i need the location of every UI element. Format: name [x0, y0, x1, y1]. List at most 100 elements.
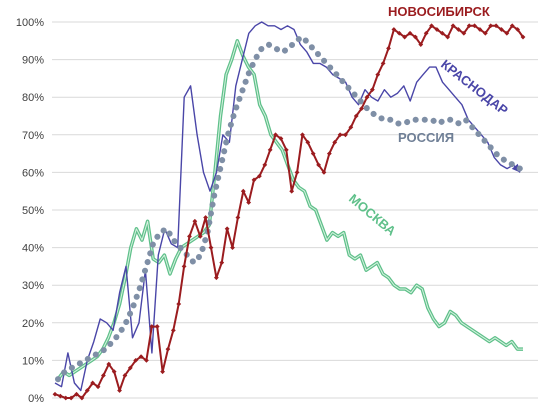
- y-tick-label: 70%: [22, 130, 44, 142]
- data-point-novosibirsk: [294, 170, 300, 175]
- data-point-novosibirsk: [101, 373, 106, 378]
- data-point-novosibirsk: [213, 275, 219, 281]
- data-point-novosibirsk: [305, 139, 311, 145]
- y-tick-label: 0%: [28, 393, 44, 405]
- data-point-novosibirsk: [149, 324, 155, 329]
- data-point-novosibirsk: [74, 391, 79, 397]
- data-point-novosibirsk: [472, 23, 477, 29]
- data-point-novosibirsk: [310, 151, 316, 156]
- data-point-novosibirsk: [197, 233, 203, 239]
- data-point-novosibirsk: [262, 162, 268, 168]
- data-point-novosibirsk: [122, 373, 128, 378]
- data-point-novosibirsk: [90, 380, 96, 386]
- data-point-novosibirsk: [278, 136, 284, 141]
- data-point-novosibirsk: [482, 30, 488, 36]
- y-tick-label: 90%: [22, 55, 44, 67]
- series-line-moskva-highlight: [57, 40, 523, 380]
- data-point-novosibirsk: [418, 42, 424, 47]
- data-point-novosibirsk: [57, 393, 63, 399]
- data-point-novosibirsk: [160, 369, 165, 375]
- data-point-novosibirsk: [106, 361, 112, 367]
- data-point-novosibirsk: [283, 147, 289, 153]
- data-point-novosibirsk: [176, 301, 182, 307]
- series-label-russia: РОССИЯ: [398, 130, 454, 145]
- y-tick-label: 20%: [22, 318, 44, 330]
- data-point-novosibirsk: [369, 87, 375, 93]
- data-point-novosibirsk: [117, 388, 122, 393]
- data-point-novosibirsk: [375, 72, 381, 78]
- data-point-novosibirsk: [396, 30, 402, 36]
- series-line-krasnodar: [54, 21, 521, 392]
- data-point-novosibirsk: [138, 354, 144, 360]
- data-point-novosibirsk: [165, 346, 171, 352]
- data-point-novosibirsk: [289, 188, 295, 194]
- data-point-novosibirsk: [208, 245, 214, 250]
- data-point-novosibirsk: [380, 60, 386, 66]
- data-point-novosibirsk: [493, 23, 499, 29]
- series-label-moskva: МОСКВА: [346, 191, 399, 239]
- data-point-novosibirsk: [429, 23, 434, 29]
- y-tick-label: 50%: [22, 205, 44, 217]
- data-point-novosibirsk: [267, 147, 273, 153]
- data-point-novosibirsk: [515, 27, 521, 32]
- series-line-novosibirsk: [54, 24, 524, 399]
- data-point-novosibirsk: [235, 215, 241, 220]
- data-point-novosibirsk: [144, 358, 149, 363]
- data-point-novosibirsk: [52, 391, 58, 397]
- data-point-novosibirsk: [386, 45, 391, 51]
- data-point-novosibirsk: [445, 34, 451, 40]
- data-point-novosibirsk: [95, 384, 101, 390]
- data-point-novosibirsk: [79, 395, 85, 401]
- y-tick-label: 40%: [22, 243, 44, 255]
- data-point-novosibirsk: [337, 132, 343, 138]
- data-point-novosibirsk: [68, 395, 74, 401]
- data-point-novosibirsk: [133, 358, 139, 363]
- data-point-novosibirsk: [499, 27, 504, 32]
- data-point-novosibirsk: [391, 27, 397, 32]
- series-russia: [55, 33, 523, 383]
- series-novosibirsk: [52, 23, 526, 401]
- y-tick-label: 10%: [22, 355, 44, 367]
- y-tick-label: 100%: [16, 17, 44, 29]
- data-point-novosibirsk: [504, 30, 510, 36]
- data-point-novosibirsk: [488, 23, 494, 29]
- data-point-novosibirsk: [413, 34, 418, 40]
- data-point-novosibirsk: [257, 173, 262, 179]
- series-moskva: [56, 39, 523, 381]
- data-point-novosibirsk: [450, 23, 456, 29]
- data-point-novosibirsk: [466, 23, 472, 29]
- data-point-novosibirsk: [251, 177, 257, 183]
- data-point-novosibirsk: [192, 218, 198, 224]
- data-point-novosibirsk: [520, 34, 526, 40]
- data-point-novosibirsk: [154, 324, 160, 329]
- data-point-novosibirsk: [434, 27, 440, 32]
- data-point-novosibirsk: [181, 264, 187, 269]
- data-point-novosibirsk: [246, 200, 252, 205]
- data-point-novosibirsk: [477, 27, 483, 32]
- data-point-novosibirsk: [316, 162, 321, 168]
- data-point-novosibirsk: [423, 30, 429, 36]
- y-axis-tick-labels: 0% 10% 20% 30% 40% 50% 60% 70% 80% 90% 100%: [16, 17, 44, 405]
- data-point-novosibirsk: [402, 34, 408, 40]
- data-point-novosibirsk: [111, 369, 117, 375]
- data-point-novosibirsk: [364, 94, 370, 100]
- y-tick-label: 80%: [22, 92, 44, 104]
- data-point-novosibirsk: [230, 245, 235, 250]
- gridlines: [52, 21, 538, 399]
- data-point-novosibirsk: [84, 388, 90, 393]
- data-point-novosibirsk: [439, 30, 445, 36]
- series-labels: НОВОСИБИРСК КРАСНОДАР РОССИЯ МОСКВА: [346, 4, 511, 239]
- series-line-russia: [55, 33, 523, 383]
- y-tick-label: 30%: [22, 280, 44, 292]
- data-point-novosibirsk: [170, 327, 176, 333]
- y-tick-label: 60%: [22, 167, 44, 179]
- data-point-novosibirsk: [321, 170, 327, 175]
- data-point-novosibirsk: [509, 23, 515, 29]
- data-point-novosibirsk: [203, 215, 209, 220]
- data-point-novosibirsk: [359, 106, 365, 111]
- series-layer: [52, 21, 526, 401]
- data-point-novosibirsk: [63, 395, 69, 401]
- data-point-novosibirsk: [219, 260, 225, 266]
